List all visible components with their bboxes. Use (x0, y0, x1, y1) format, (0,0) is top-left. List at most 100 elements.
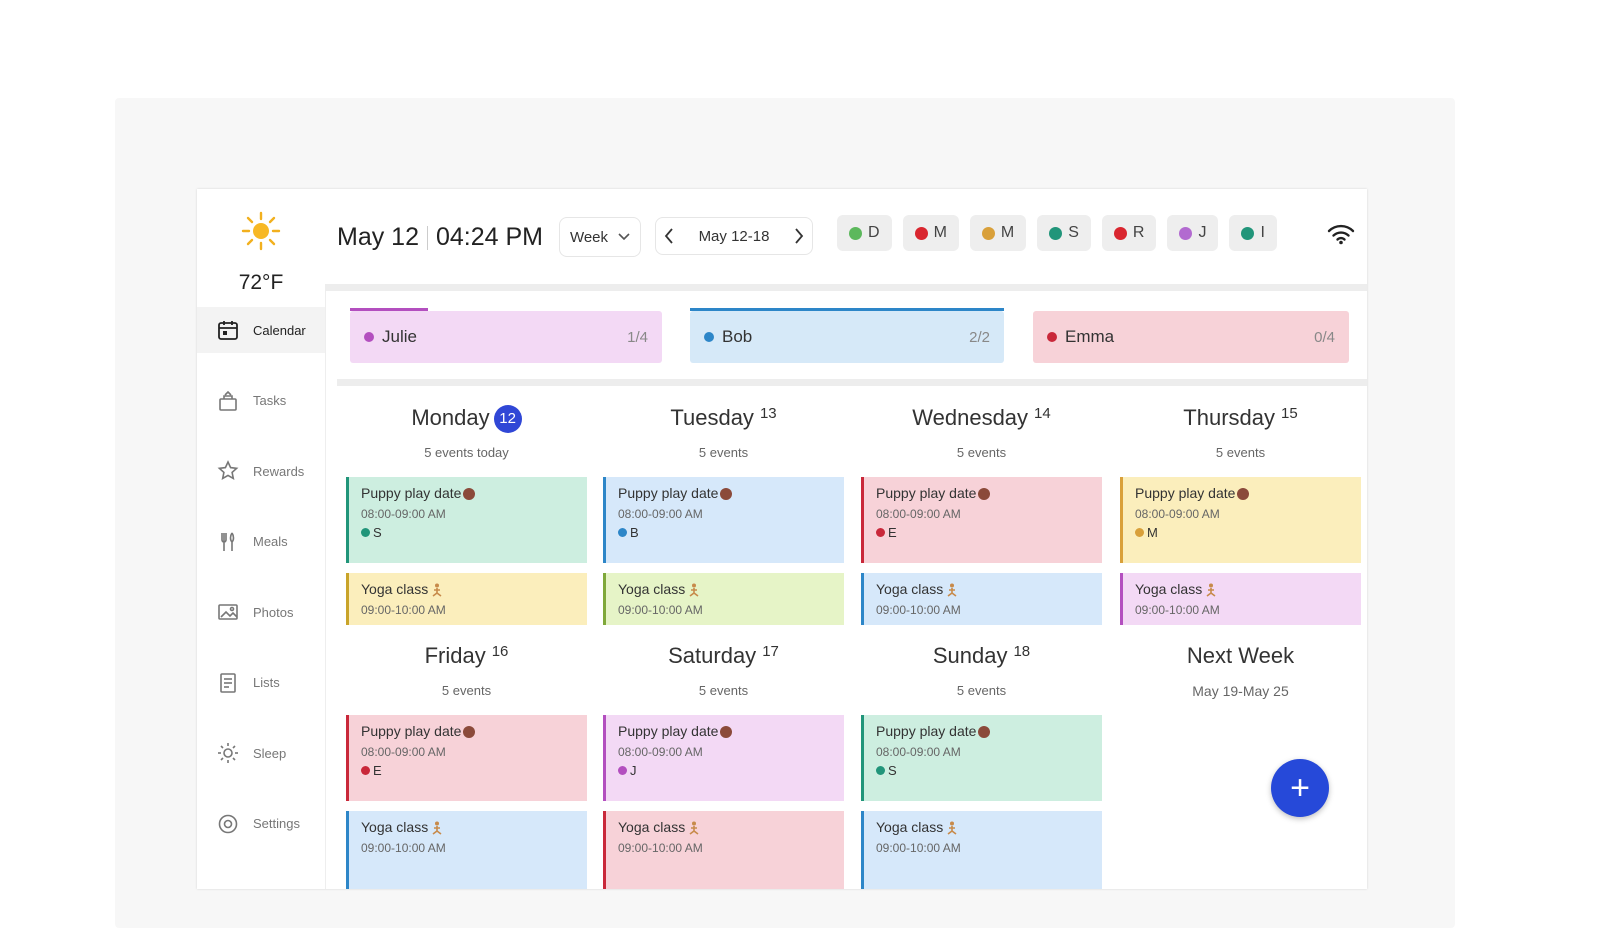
current-time: 04:24 PM (435, 223, 543, 251)
day-card-sunday[interactable]: Sunday 18 5 events Puppy play date 08:00-09:… (855, 627, 1108, 889)
event-assignee: B (618, 525, 832, 540)
day-name: Friday (424, 643, 486, 668)
event-card[interactable]: Yoga class 09:00-10:00 AM (1120, 573, 1361, 625)
chevron-right-icon[interactable] (794, 228, 804, 244)
event-card[interactable]: Puppy play date 08:00-09:00 AM B (603, 477, 844, 563)
member-color-dot (981, 226, 995, 240)
event-count: 5 events (1215, 445, 1266, 460)
day-header: Thursday 15 (1114, 405, 1367, 431)
event-time: 08:00-09:00 AM (361, 507, 446, 521)
event-time: 09:00-10:00 AM (361, 603, 446, 618)
date-time: May 12 04:24 PM (337, 223, 543, 252)
day-number: 18 (1013, 643, 1031, 660)
day-card-thursday[interactable]: Thursday 15 5 events Puppy play date 08:00-0… (1114, 389, 1367, 625)
member-chip[interactable]: M (902, 215, 959, 251)
member-chip[interactable]: I (1229, 215, 1277, 251)
member-chip[interactable]: M (969, 215, 1027, 251)
person-progress-emma[interactable]: Emma 0/4 (1033, 311, 1349, 363)
view-select[interactable]: Week (559, 217, 641, 257)
divider (337, 379, 1367, 386)
event-card[interactable]: Yoga class 09:00-10:00 AM (861, 811, 1102, 889)
day-card-tuesday[interactable]: Tuesday 13 5 events Puppy play date 08:00-09… (597, 389, 850, 625)
sidebar-item-meals[interactable]: Meals (197, 519, 325, 565)
event-card[interactable]: Yoga class 09:00-10:00 AM (346, 573, 587, 625)
event-card[interactable]: Puppy play date 08:00-09:00 AM E (861, 477, 1102, 563)
date-range-label: May 12-18 (698, 227, 770, 245)
member-initial: J (1198, 224, 1207, 241)
person-name: Julie (382, 327, 417, 346)
member-chip[interactable]: D (837, 215, 892, 251)
progress-bar (350, 308, 428, 311)
event-assignee: M (1135, 525, 1349, 540)
member-initial: S (1068, 224, 1079, 241)
day-number: 14 (1034, 405, 1051, 422)
sidebar-item-calendar[interactable]: Calendar (197, 307, 325, 353)
sidebar-item-sleep[interactable]: Sleep (197, 730, 325, 776)
day-card-wednesday[interactable]: Wednesday 14 5 events Puppy play date 08:00-… (855, 389, 1108, 625)
day-number: 15 (1281, 405, 1298, 422)
day-name: Sunday (932, 643, 1008, 668)
chevron-down-icon (618, 233, 630, 241)
sidebar-item-label: Calendar (253, 322, 306, 338)
day-header: Tuesday 13 (597, 405, 850, 431)
sidebar-item-photos[interactable]: Photos (197, 589, 325, 635)
member-chip[interactable]: S (1037, 215, 1091, 251)
member-color-dot (1241, 226, 1255, 240)
member-color-dot (849, 226, 862, 240)
settings-icon (217, 813, 239, 835)
add-event-button[interactable]: + (1271, 759, 1329, 817)
day-header: Saturday 17 (597, 643, 850, 669)
event-card[interactable]: Puppy play date 08:00-09:00 AM J (603, 715, 844, 801)
event-title-row: Puppy play date (1135, 485, 1349, 501)
event-card[interactable]: Puppy play date 08:00-09:00 AM S (861, 715, 1102, 801)
sidebar-item-tasks[interactable]: Tasks (197, 378, 325, 424)
member-chip[interactable]: R (1101, 215, 1157, 251)
view-select-label: Week (569, 228, 609, 246)
next-week-card[interactable]: Next Week May 19-May 25 (1114, 627, 1367, 889)
puppy-emoji-icon (1237, 488, 1250, 501)
event-title: Yoga class (361, 819, 429, 835)
sidebar-item-settings[interactable]: Settings (197, 801, 325, 847)
puppy-emoji-icon (720, 726, 733, 739)
day-name: Wednesday (912, 405, 1029, 430)
day-card-saturday[interactable]: Saturday 17 5 events Puppy play date 08:00-0… (597, 627, 850, 889)
event-assignee: S (361, 525, 575, 540)
event-card[interactable]: Yoga class 09:00-10:00 AM (861, 573, 1102, 625)
event-title: Yoga class (361, 581, 429, 597)
member-initial: I (1260, 224, 1265, 241)
event-title-row: Yoga class (618, 819, 832, 835)
yoga-emoji-icon (432, 583, 442, 597)
task-count: 2/2 (969, 328, 990, 346)
person-name: Bob (722, 327, 753, 346)
chevron-left-icon[interactable] (664, 228, 674, 244)
person-name: Emma (1065, 327, 1115, 346)
puppy-emoji-icon (978, 488, 991, 501)
event-card[interactable]: Yoga class 09:00-10:00 AM (346, 811, 587, 889)
divider (325, 284, 1367, 291)
member-initial: R (1132, 224, 1145, 241)
day-header: Sunday 18 (855, 643, 1108, 669)
event-title: Puppy play date (361, 723, 462, 739)
day-name: Monday (411, 405, 490, 430)
sidebar-item-label: Lists (253, 675, 280, 690)
event-time: 09:00-10:00 AM (1135, 603, 1220, 618)
today-badge: 12 (493, 405, 522, 434)
sidebar-item-label: Meals (253, 534, 288, 549)
event-card[interactable]: Yoga class 09:00-10:00 AM (603, 811, 844, 889)
event-card[interactable]: Yoga class 09:00-10:00 AM (603, 573, 844, 625)
sidebar-item-rewards[interactable]: Rewards (197, 448, 325, 494)
day-card-monday[interactable]: Monday 12 5 events today Puppy play date 08:… (340, 389, 593, 625)
day-card-friday[interactable]: Friday 16 5 events Puppy play date 08:00-09:… (340, 627, 593, 889)
event-time: 08:00-09:00 AM (618, 745, 703, 759)
event-card[interactable]: Puppy play date 08:00-09:00 AM E (346, 715, 587, 801)
member-chip[interactable]: J (1167, 215, 1219, 251)
meals-icon (217, 531, 239, 553)
sun-icon (241, 211, 281, 251)
sidebar-item-lists[interactable]: Lists (197, 660, 325, 706)
event-card[interactable]: Puppy play date 08:00-09:00 AM S (346, 477, 587, 563)
person-progress-julie[interactable]: Julie 1/4 (350, 308, 662, 363)
sidebar-item-label: Photos (253, 604, 294, 620)
event-title-row: Yoga class (361, 819, 575, 835)
person-progress-bob[interactable]: Bob 2/2 (690, 308, 1004, 363)
event-card[interactable]: Puppy play date 08:00-09:00 AM M (1120, 477, 1361, 563)
